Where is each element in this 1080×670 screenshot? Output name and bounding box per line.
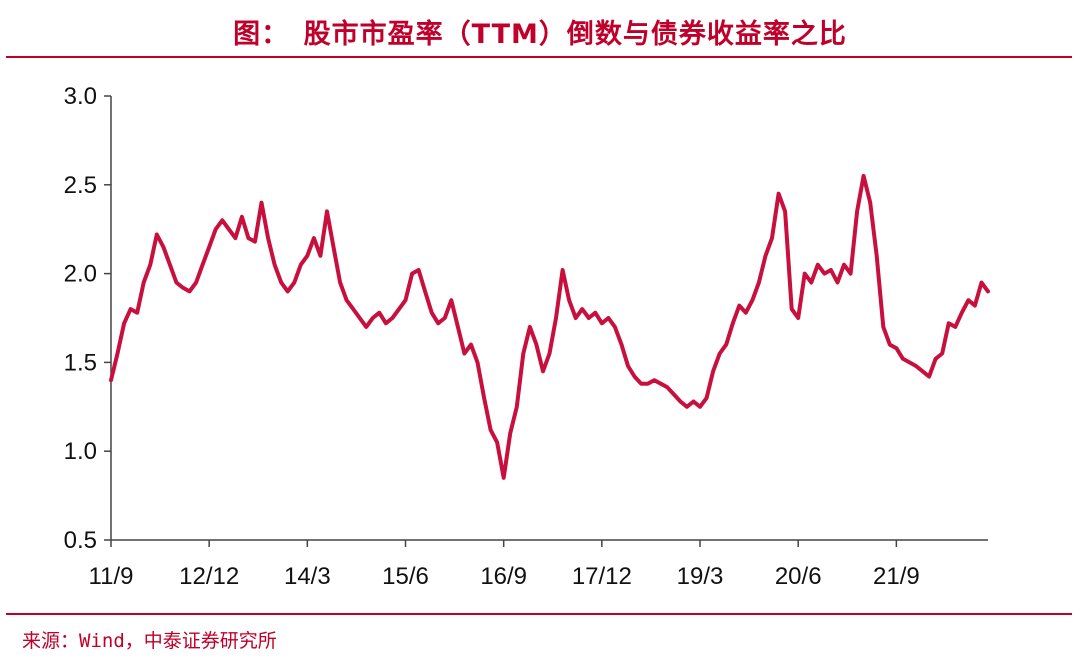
source-note: 来源：Wind，中泰证券研究所 bbox=[22, 630, 277, 652]
source-divider bbox=[6, 613, 1072, 615]
x-tick-label: 15/6 bbox=[382, 563, 429, 590]
x-tick-label: 17/12 bbox=[572, 563, 632, 590]
title-bar: 图： 股市市盈率（TTM）倒数与债券收益率之比 bbox=[0, 0, 1080, 58]
line-chart: 0.5 1.0 1.5 2.0 2.5 3.0 11/9 12/12 14/3 15/6 16/9… bbox=[64, 83, 990, 590]
x-tick-label: 14/3 bbox=[284, 563, 331, 590]
x-tick-label: 20/6 bbox=[775, 563, 822, 590]
x-tick-label: 11/9 bbox=[89, 563, 134, 590]
y-tick-label: 1.5 bbox=[64, 349, 97, 376]
series-group bbox=[109, 173, 990, 480]
x-tick-label: 12/12 bbox=[179, 563, 239, 590]
y-axis-ticks: 0.5 1.0 1.5 2.0 2.5 3.0 bbox=[64, 83, 111, 554]
x-tick-label: 16/9 bbox=[480, 563, 527, 590]
series-line bbox=[109, 173, 990, 480]
y-tick-label: 1.0 bbox=[64, 438, 97, 465]
chart-axes bbox=[110, 96, 988, 541]
y-tick-label: 0.5 bbox=[64, 527, 97, 554]
title-divider bbox=[6, 56, 1072, 58]
y-tick-label: 3.0 bbox=[64, 83, 97, 110]
x-tick-label: 21/9 bbox=[873, 563, 920, 590]
x-axis-ticks: 11/9 12/12 14/3 15/6 16/9 17/12 19/3 20/6 21/9 bbox=[89, 540, 920, 590]
y-tick-label: 2.5 bbox=[64, 172, 97, 199]
chart-title: 图： 股市市盈率（TTM）倒数与债券收益率之比 bbox=[233, 19, 847, 50]
y-tick-label: 2.0 bbox=[64, 261, 97, 288]
x-tick-label: 19/3 bbox=[677, 563, 724, 590]
